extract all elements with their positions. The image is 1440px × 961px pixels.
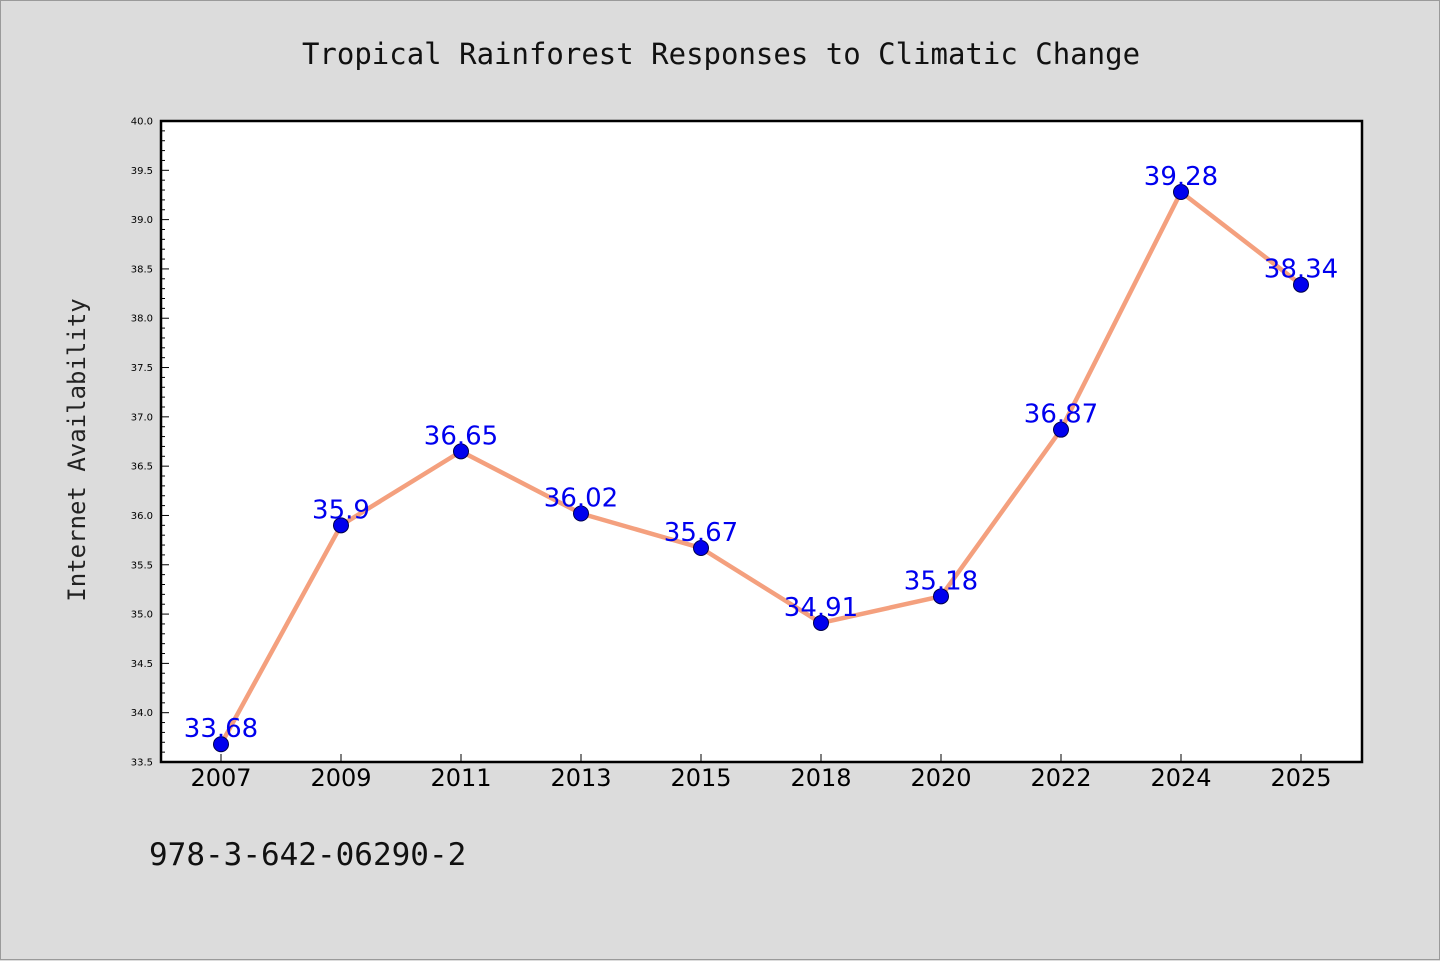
x-tick-label: 2013: [550, 764, 611, 792]
data-label: 36.65: [424, 421, 498, 451]
data-point-marker: [813, 614, 829, 631]
data-point-marker: [1293, 276, 1309, 293]
data-label: 34.91: [784, 593, 858, 623]
y-axis-label: Internet Availability: [63, 298, 91, 601]
y-tick-label: 40.0: [131, 117, 153, 128]
plot-frame: [159, 119, 1364, 764]
footer-isbn: 978-3-642-06290-2: [149, 837, 466, 873]
x-axis: 2007 2009 2011 2013 2015 2018 2020 2022 2024 2025: [190, 754, 1332, 792]
y-tick-label: 33.5: [131, 758, 153, 769]
data-label: 33.68: [184, 714, 258, 744]
data-point-marker: [693, 540, 709, 557]
y-tick-label: 35.5: [131, 560, 153, 571]
x-tick-label: 2022: [1030, 764, 1091, 792]
data-label: 38.34: [1264, 255, 1338, 285]
x-tick-label: 2018: [790, 764, 851, 792]
plot-area: [161, 121, 1362, 762]
data-point-marker: [1053, 421, 1069, 438]
data-label: 36.02: [544, 483, 618, 513]
data-label: 35.67: [664, 518, 738, 548]
y-tick-label: 34.0: [131, 708, 153, 719]
y-tick-label: 35.0: [131, 610, 153, 621]
x-tick-label: 2020: [910, 764, 971, 792]
x-tick-label: 2024: [1150, 764, 1211, 792]
data-point-marker: [573, 505, 589, 522]
data-label: 36.87: [1024, 400, 1098, 430]
data-point-marker: [1173, 184, 1189, 201]
series-layer: 33.68 35.9 36.65 36.02 35.67 34.91 35.18 36.87 3…: [184, 162, 1338, 753]
data-point-marker: [213, 736, 229, 753]
y-tick-label: 38.5: [131, 264, 153, 275]
chart-title: Tropical Rainforest Responses to Climati…: [302, 37, 1140, 71]
data-label: 35.18: [904, 566, 978, 596]
y-tick-label: 34.5: [131, 659, 153, 670]
y-tick-label: 36.5: [131, 462, 153, 473]
data-point-marker: [933, 588, 949, 605]
y-tick-label: 39.5: [131, 166, 153, 177]
y-tick-label: 37.5: [131, 363, 153, 374]
x-tick-label: 2007: [190, 764, 251, 792]
series-line: [218, 189, 1304, 747]
x-tick-label: 2015: [670, 764, 731, 792]
y-tick-label: 38.0: [131, 314, 153, 325]
y-tick-label: 39.0: [131, 215, 153, 226]
x-tick-label: 2025: [1270, 764, 1331, 792]
data-point-marker: [453, 443, 469, 460]
y-tick-label: 37.0: [131, 412, 153, 423]
x-tick-label: 2009: [310, 764, 371, 792]
x-tick-label: 2011: [430, 764, 491, 792]
y-axis: 33.5 34.0 34.5 35.0 35.5 36.0 36.5 37.0 37.5 38.0…: [131, 117, 169, 769]
data-label: 35.9: [312, 495, 370, 525]
data-label: 39.28: [1144, 162, 1218, 192]
data-point-marker: [333, 517, 349, 534]
y-tick-label: 36.0: [131, 511, 153, 522]
